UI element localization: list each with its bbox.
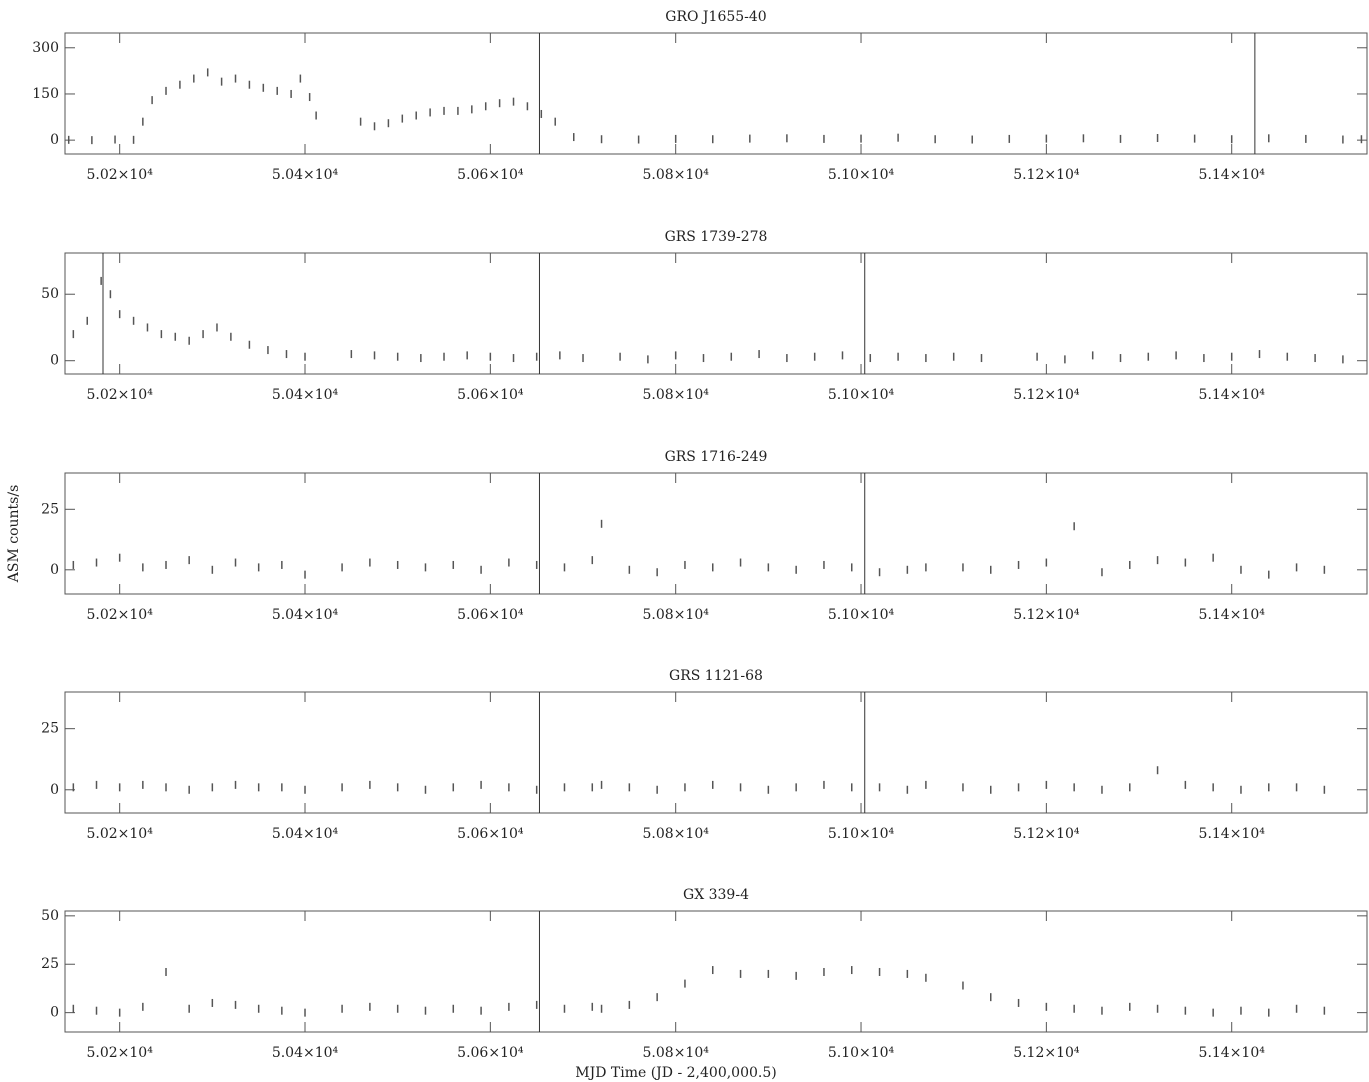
x-tick-label: 5.10×10⁴: [828, 387, 895, 403]
x-tick-label: 5.10×10⁴: [828, 167, 895, 183]
x-tick-label: 5.06×10⁴: [457, 1045, 524, 1061]
x-tick-label: 5.02×10⁴: [87, 167, 154, 183]
x-tick-label: 5.06×10⁴: [457, 167, 524, 183]
y-tick-label: 0: [50, 353, 59, 369]
panel-title: GRS 1716-249: [665, 449, 768, 465]
x-tick-label: 5.12×10⁴: [1013, 1045, 1080, 1061]
x-tick-label: 5.02×10⁴: [87, 826, 154, 842]
plot-frame: [64, 691, 1368, 814]
y-tick-label: 0: [50, 1005, 59, 1021]
y-tick-label: 300: [32, 40, 59, 56]
x-tick-label: 5.08×10⁴: [643, 826, 710, 842]
x-tick-label: 5.14×10⁴: [1199, 607, 1266, 623]
x-tick-label: 5.06×10⁴: [457, 607, 524, 623]
y-axis-label: ASM counts/s: [6, 485, 22, 584]
y-tick-label: 0: [50, 562, 59, 578]
panel-title: GX 339-4: [683, 887, 749, 903]
x-tick-label: 5.12×10⁴: [1013, 167, 1080, 183]
x-tick-label: 5.08×10⁴: [643, 167, 710, 183]
panel-title: GRS 1739-278: [665, 229, 768, 245]
y-tick-label: 0: [50, 132, 59, 148]
plot-frame: [64, 472, 1368, 595]
y-tick-label: 0: [50, 782, 59, 798]
x-tick-label: 5.02×10⁴: [87, 607, 154, 623]
x-tick-label: 5.10×10⁴: [828, 826, 895, 842]
x-tick-label: 5.04×10⁴: [272, 387, 339, 403]
plot-frame: [64, 32, 1368, 155]
x-tick-label: 5.06×10⁴: [457, 826, 524, 842]
plot-frame: [64, 910, 1368, 1033]
panel-title: GRS 1121-68: [669, 668, 763, 684]
x-tick-label: 5.12×10⁴: [1013, 826, 1080, 842]
x-tick-label: 5.06×10⁴: [457, 387, 524, 403]
x-tick-label: 5.14×10⁴: [1199, 387, 1266, 403]
x-tick-label: 5.14×10⁴: [1199, 167, 1266, 183]
y-tick-label: 50: [41, 908, 59, 924]
x-tick-label: 5.04×10⁴: [272, 1045, 339, 1061]
x-tick-label: 5.02×10⁴: [87, 387, 154, 403]
plot-frame: [64, 252, 1368, 375]
y-tick-label: 150: [32, 86, 59, 102]
x-tick-label: 5.14×10⁴: [1199, 1045, 1266, 1061]
x-tick-label: 5.14×10⁴: [1199, 826, 1266, 842]
x-tick-label: 5.08×10⁴: [643, 1045, 710, 1061]
panel-title: GRO J1655-40: [665, 9, 766, 25]
x-tick-label: 5.04×10⁴: [272, 607, 339, 623]
x-tick-label: 5.04×10⁴: [272, 826, 339, 842]
x-tick-label: 5.02×10⁴: [87, 1045, 154, 1061]
x-tick-label: 5.10×10⁴: [828, 1045, 895, 1061]
y-tick-label: 25: [41, 956, 59, 972]
x-tick-label: 5.12×10⁴: [1013, 387, 1080, 403]
x-tick-label: 5.08×10⁴: [643, 387, 710, 403]
x-tick-label: 5.12×10⁴: [1013, 607, 1080, 623]
y-tick-label: 50: [41, 286, 59, 302]
y-tick-label: 25: [41, 501, 59, 517]
y-tick-label: 25: [41, 721, 59, 737]
x-axis-label: MJD Time (JD - 2,400,000.5): [575, 1065, 776, 1081]
x-tick-label: 5.10×10⁴: [828, 607, 895, 623]
x-tick-label: 5.08×10⁴: [643, 607, 710, 623]
x-tick-label: 5.04×10⁴: [272, 167, 339, 183]
